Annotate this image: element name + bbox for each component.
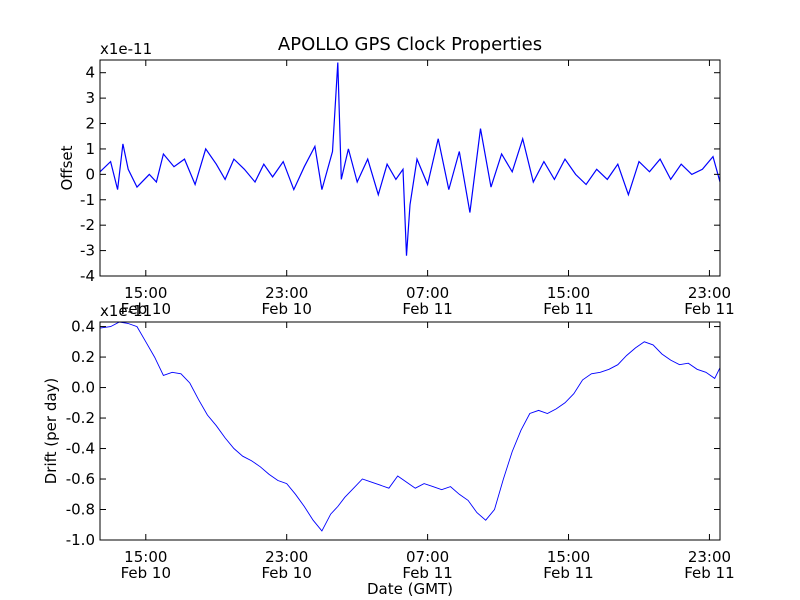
y-tick-label: 3 (85, 89, 95, 107)
x-tick-time-label: 15:00 (124, 548, 167, 566)
y-tick-label: 0.2 (71, 348, 95, 366)
y-tick-label: 4 (85, 64, 95, 82)
x-tick-date-label: Feb 11 (402, 564, 452, 582)
y-tick-label: 0.0 (71, 379, 95, 397)
axis-scale-label: x1e-11 (100, 302, 152, 320)
x-tick-date-label: Feb 11 (543, 564, 593, 582)
plot-frame (99, 321, 721, 541)
y-tick-label: -3 (80, 242, 95, 260)
y-tick-label: -0.4 (66, 440, 95, 458)
x-tick-date-label: Feb 10 (121, 564, 171, 582)
y-tick-label: -0.8 (66, 501, 95, 519)
series-line-0 (100, 322, 720, 532)
y-axis-title: Drift (per day) (42, 378, 60, 485)
x-axis-title: Date (GMT) (367, 580, 453, 598)
y-tick-label: -1.0 (66, 531, 95, 549)
x-tick-time-label: 15:00 (547, 548, 590, 566)
x-tick-date-label: Feb 10 (261, 564, 311, 582)
x-tick-date-label: Feb 10 (121, 300, 171, 318)
x-tick-time-label: 15:00 (547, 284, 590, 302)
series-line-0 (100, 62, 720, 256)
y-tick-label: 0 (85, 165, 95, 183)
x-tick-time-label: 07:00 (406, 548, 449, 566)
x-tick-date-label: Feb 11 (543, 300, 593, 318)
x-tick-time-label: 07:00 (406, 284, 449, 302)
x-tick-time-label: 23:00 (688, 548, 731, 566)
y-tick-label: -0.6 (66, 470, 95, 488)
y-tick-label: 1 (85, 140, 95, 158)
x-tick-time-label: 15:00 (124, 284, 167, 302)
x-tick-time-label: 23:00 (265, 284, 308, 302)
y-tick-label: -4 (80, 267, 95, 285)
x-tick-date-label: Feb 10 (261, 300, 311, 318)
axis-scale-label: x1e-11 (100, 40, 152, 58)
y-tick-label: -2 (80, 216, 95, 234)
x-tick-date-label: Feb 11 (402, 300, 452, 318)
y-tick-label: -1 (80, 191, 95, 209)
plot-frame (99, 59, 721, 277)
x-tick-time-label: 23:00 (265, 548, 308, 566)
y-tick-label: 2 (85, 115, 95, 133)
y-axis-title: Offset (58, 145, 76, 190)
x-tick-date-label: Feb 11 (684, 300, 734, 318)
y-tick-label: -0.2 (66, 409, 95, 427)
y-tick-label: 0.4 (71, 318, 95, 336)
x-tick-time-label: 23:00 (688, 284, 731, 302)
x-tick-date-label: Feb 11 (684, 564, 734, 582)
chart-title: APOLLO GPS Clock Properties (278, 34, 542, 55)
